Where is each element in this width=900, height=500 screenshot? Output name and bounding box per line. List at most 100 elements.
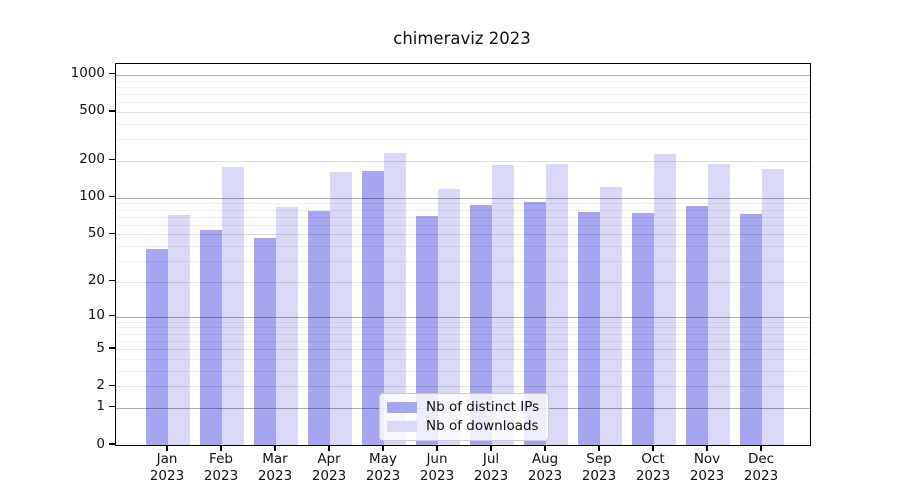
gridline-20	[116, 281, 810, 283]
bar-distinct-ips-feb	[200, 230, 222, 445]
bar-distinct-ips-may	[362, 171, 384, 445]
x-tick-label-jan: Jan 2023	[149, 451, 185, 484]
legend-swatch-downloads	[387, 420, 417, 432]
x-tick-label-nov: Nov 2023	[689, 451, 725, 484]
bar-distinct-ips-mar	[254, 237, 276, 445]
x-tick-mark-apr	[328, 445, 330, 451]
gridline-7	[116, 333, 810, 335]
gridline-70	[116, 216, 810, 218]
gridline-80	[116, 209, 810, 211]
gridline-500	[116, 111, 810, 113]
y-tick-mark-500	[109, 110, 115, 112]
x-tick-label-sep: Sep 2023	[581, 451, 617, 484]
y-tick-label-2: 2	[96, 376, 105, 393]
gridline-600	[116, 102, 810, 104]
x-tick-label-oct: Oct 2023	[635, 451, 671, 484]
y-tick-label-500: 500	[79, 102, 105, 119]
gridline-200	[116, 160, 810, 162]
bar-downloads-may	[384, 152, 406, 445]
x-tick-label-dec: Dec 2023	[743, 451, 779, 484]
bar-downloads-aug	[546, 164, 568, 445]
bars-layer	[116, 64, 810, 445]
bar-downloads-nov	[708, 163, 730, 445]
y-tick-mark-200	[109, 159, 115, 161]
x-tick-mark-jun	[436, 445, 438, 451]
plot-area: Nb of distinct IPs Nb of downloads	[115, 63, 811, 446]
x-tick-label-feb: Feb 2023	[203, 451, 239, 484]
x-tick-mark-sep	[598, 445, 600, 451]
bar-downloads-dec	[762, 168, 784, 445]
x-tick-label-aug: Aug 2023	[527, 451, 563, 484]
bar-distinct-ips-sep	[578, 212, 600, 445]
y-tick-label-0: 0	[96, 435, 105, 452]
x-tick-label-may: May 2023	[365, 451, 401, 484]
x-tick-mark-jul	[490, 445, 492, 451]
bar-distinct-ips-jan	[146, 248, 168, 445]
x-tick-label-jun: Jun 2023	[419, 451, 455, 484]
y-tick-mark-50	[109, 232, 115, 234]
chart-title: chimeraviz 2023	[393, 29, 531, 48]
gridline-10	[116, 316, 810, 318]
gridline-400	[116, 123, 810, 125]
y-tick-label-50: 50	[87, 224, 105, 241]
legend-item-distinct-ips: Nb of distinct IPs	[387, 399, 539, 415]
x-tick-mark-jan	[166, 445, 168, 451]
x-tick-mark-nov	[706, 445, 708, 451]
y-tick-mark-5	[109, 347, 115, 349]
y-tick-mark-10	[109, 314, 115, 317]
gridline-5	[116, 349, 810, 350]
gridline-1000	[116, 74, 810, 76]
gridline-8	[116, 327, 810, 329]
gridline-4	[116, 358, 810, 360]
y-tick-label-5: 5	[96, 339, 105, 356]
gridline-9	[116, 321, 810, 323]
y-tick-mark-2	[109, 384, 115, 386]
x-tick-mark-feb	[220, 445, 222, 451]
bar-distinct-ips-dec	[740, 214, 762, 445]
bar-downloads-sep	[600, 187, 622, 445]
gridline-6	[116, 340, 810, 342]
x-tick-mark-mar	[274, 445, 276, 451]
y-tick-label-1000: 1000	[70, 65, 105, 82]
y-tick-mark-1000	[109, 73, 115, 75]
y-tick-mark-1	[109, 406, 115, 408]
gridline-30	[116, 261, 810, 262]
y-tick-label-1: 1	[96, 398, 105, 415]
grid-layer	[116, 64, 810, 445]
y-tick-label-200: 200	[79, 151, 105, 168]
bar-distinct-ips-nov	[686, 206, 708, 445]
gridline-100	[116, 197, 810, 199]
gridline-40	[116, 246, 810, 247]
y-tick-label-100: 100	[79, 188, 105, 205]
y-tick-label-20: 20	[87, 272, 105, 289]
bar-distinct-ips-oct	[632, 213, 654, 445]
legend-item-downloads: Nb of downloads	[387, 418, 539, 434]
y-tick-mark-100	[109, 196, 115, 198]
x-tick-mark-dec	[760, 445, 762, 451]
bar-downloads-feb	[222, 166, 244, 445]
x-tick-label-apr: Apr 2023	[311, 451, 347, 484]
gridline-2	[116, 386, 810, 388]
legend-label-distinct-ips: Nb of distinct IPs	[426, 399, 540, 415]
bar-downloads-oct	[654, 153, 676, 445]
bar-distinct-ips-jun	[416, 215, 438, 445]
y-tick-mark-0	[109, 443, 115, 445]
bar-downloads-jan	[168, 215, 190, 445]
x-tick-label-jul: Jul 2023	[473, 451, 509, 484]
bar-downloads-jul	[492, 164, 514, 445]
gridline-50	[116, 234, 810, 236]
bar-downloads-apr	[330, 172, 352, 445]
gridline-60	[116, 224, 810, 226]
gridline-800	[116, 86, 810, 88]
gridline-300	[116, 139, 810, 141]
x-tick-mark-may	[382, 445, 384, 451]
bar-distinct-ips-apr	[308, 210, 330, 445]
legend-label-downloads: Nb of downloads	[426, 418, 539, 434]
gridline-90	[116, 203, 810, 205]
legend-swatch-distinct-ips	[387, 401, 417, 413]
bar-downloads-mar	[276, 207, 298, 445]
x-tick-label-mar: Mar 2023	[257, 451, 293, 484]
bar-distinct-ips-jul	[470, 205, 492, 445]
x-tick-mark-oct	[652, 445, 654, 451]
gridline-700	[116, 93, 810, 95]
